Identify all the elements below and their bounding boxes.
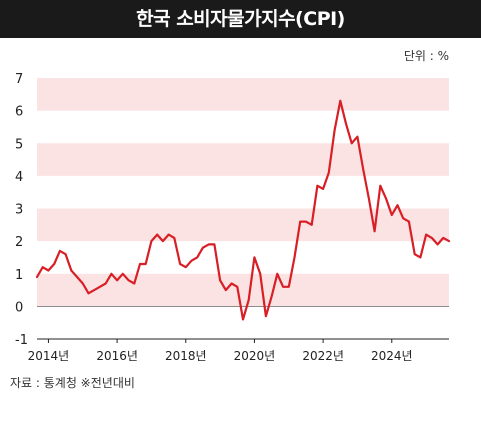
y-tick-label: 4 <box>15 170 23 185</box>
y-tick-label: 7 <box>15 72 23 87</box>
x-tick-label: 2014년 <box>28 349 70 363</box>
y-tick-label: 2 <box>15 235 23 250</box>
y-tick-label: 1 <box>15 268 23 283</box>
source-note: 자료 : 통계청 ※전년대비 <box>10 376 135 390</box>
x-tick-label: 2020년 <box>234 349 276 363</box>
x-axis: 2014년 2016년 2018년 2020년 2022년 2024년 <box>28 338 449 363</box>
y-tick-label: -1 <box>15 333 28 348</box>
series-group <box>35 99 451 321</box>
chart-title: 한국 소비자물가지수(CPI) <box>136 8 345 30</box>
band-7 <box>37 78 449 111</box>
x-tick-label: 2022년 <box>302 349 344 363</box>
y-axis-labels: 7 6 5 4 3 2 1 0 -1 <box>15 72 28 348</box>
y-tick-label: 5 <box>15 137 23 152</box>
band-1 <box>37 273 449 307</box>
x-tick-label: 2018년 <box>165 349 207 363</box>
y-tick-label: 3 <box>15 203 23 218</box>
y-tick-label: 6 <box>15 105 23 120</box>
y-tick-label: 0 <box>15 300 23 315</box>
x-tick-label: 2024년 <box>371 349 413 363</box>
x-tick-label: 2016년 <box>96 349 138 363</box>
cpi-series-line <box>35 99 451 321</box>
title-bar <box>0 0 481 38</box>
band-5 <box>37 143 449 176</box>
band-3 <box>37 208 449 242</box>
unit-label: 단위 : % <box>403 49 449 63</box>
background-bands <box>37 78 449 307</box>
